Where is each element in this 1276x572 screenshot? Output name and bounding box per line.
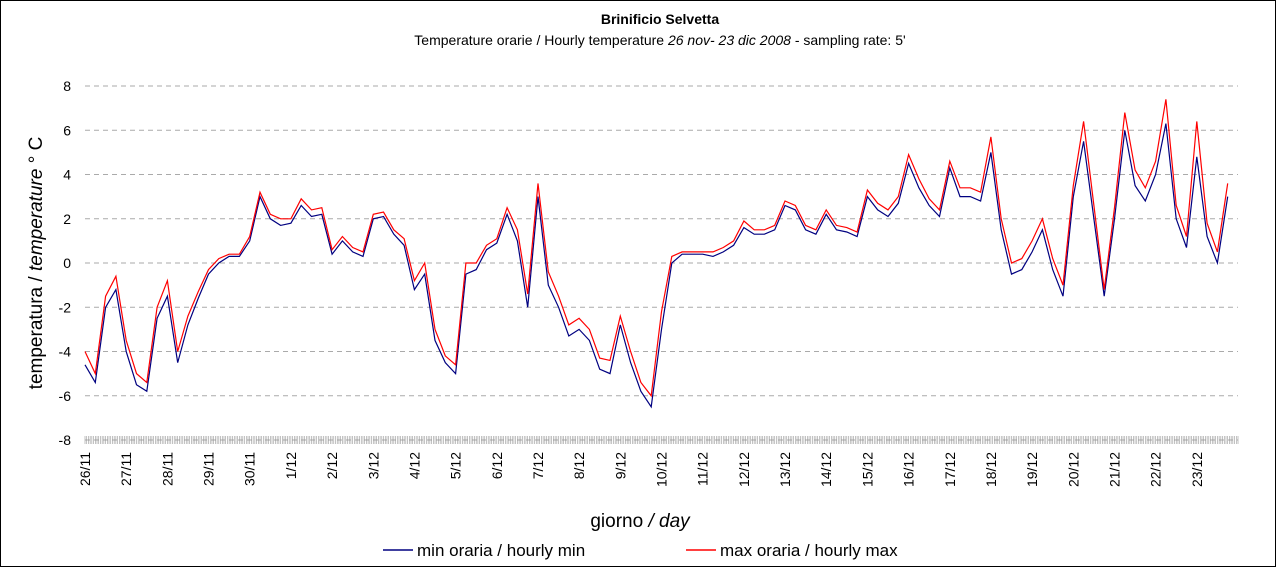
y-tick-label: 6 [63,122,71,138]
y-tick-label: 0 [63,255,71,271]
subtitle-part: Temperature orarie / Hourly temperature [414,32,664,48]
x-tick-label: 2/12 [324,452,340,479]
legend-label: max oraria / hourly max [720,541,898,560]
y-tick-label: 8 [63,78,71,94]
series-line [84,99,1229,398]
x-tick-label: 7/12 [530,452,546,479]
ylabel-part: ° C [26,137,47,164]
ylabel-part: temperature [26,169,47,271]
x-tick-label: 13/12 [777,452,793,487]
ylabel-part: temperatura / [26,276,47,390]
x-tick-label: 9/12 [612,452,628,479]
y-tick-label: -4 [59,344,72,360]
x-tick-label: 8/12 [571,452,587,479]
x-tick-label: 5/12 [448,452,464,479]
x-tick-label: 20/12 [1065,452,1081,487]
x-tick-label: 15/12 [859,452,875,487]
xlabel-part: / day [646,511,691,532]
x-tick-label: 16/12 [901,452,917,487]
x-tick-label: 1/12 [283,452,299,479]
x-tick-label: 17/12 [942,452,958,487]
chart-subtitle: Temperature orarie / Hourly temperature … [414,32,905,48]
subtitle-part: - sampling rate: 5' [795,32,906,48]
x-tick-label: 22/12 [1148,452,1164,487]
x-tick-label: 4/12 [406,452,422,479]
x-tick-label: 3/12 [365,452,381,479]
x-tick-label: 6/12 [489,452,505,479]
x-tick-label: 30/11 [242,452,258,486]
x-tick-label: 18/12 [983,452,999,487]
x-tick-label: 19/12 [1024,452,1040,487]
x-tick-label: 10/12 [654,452,670,487]
y-tick-label: 2 [63,211,71,227]
y-tick-label: 4 [63,167,71,183]
x-tick-label: 27/11 [118,452,134,486]
x-tick-label: 26/11 [77,452,93,486]
series-line [84,123,1229,409]
x-axis-label: giorno / day [590,511,691,532]
chart-title: Brinificio Selvetta [601,11,719,27]
y-tick-label: -8 [59,432,72,448]
x-tick-label: 11/12 [695,452,711,486]
x-tick-label: 23/12 [1189,452,1205,487]
subtitle-part: 26 nov- 23 dic 2008 [667,32,791,48]
x-tick-label: 14/12 [818,452,834,487]
x-tick-label: 12/12 [736,452,752,487]
x-tick-label: 29/11 [201,452,217,486]
y-tick-label: -2 [59,299,72,315]
xlabel-part: giorno [590,511,643,532]
y-axis-label: temperatura / temperature ° C [26,137,47,390]
y-tick-label: -6 [59,388,72,404]
legend-label: min oraria / hourly min [417,541,585,560]
x-tick-label: 21/12 [1106,452,1122,487]
x-tick-label: 28/11 [159,452,175,486]
